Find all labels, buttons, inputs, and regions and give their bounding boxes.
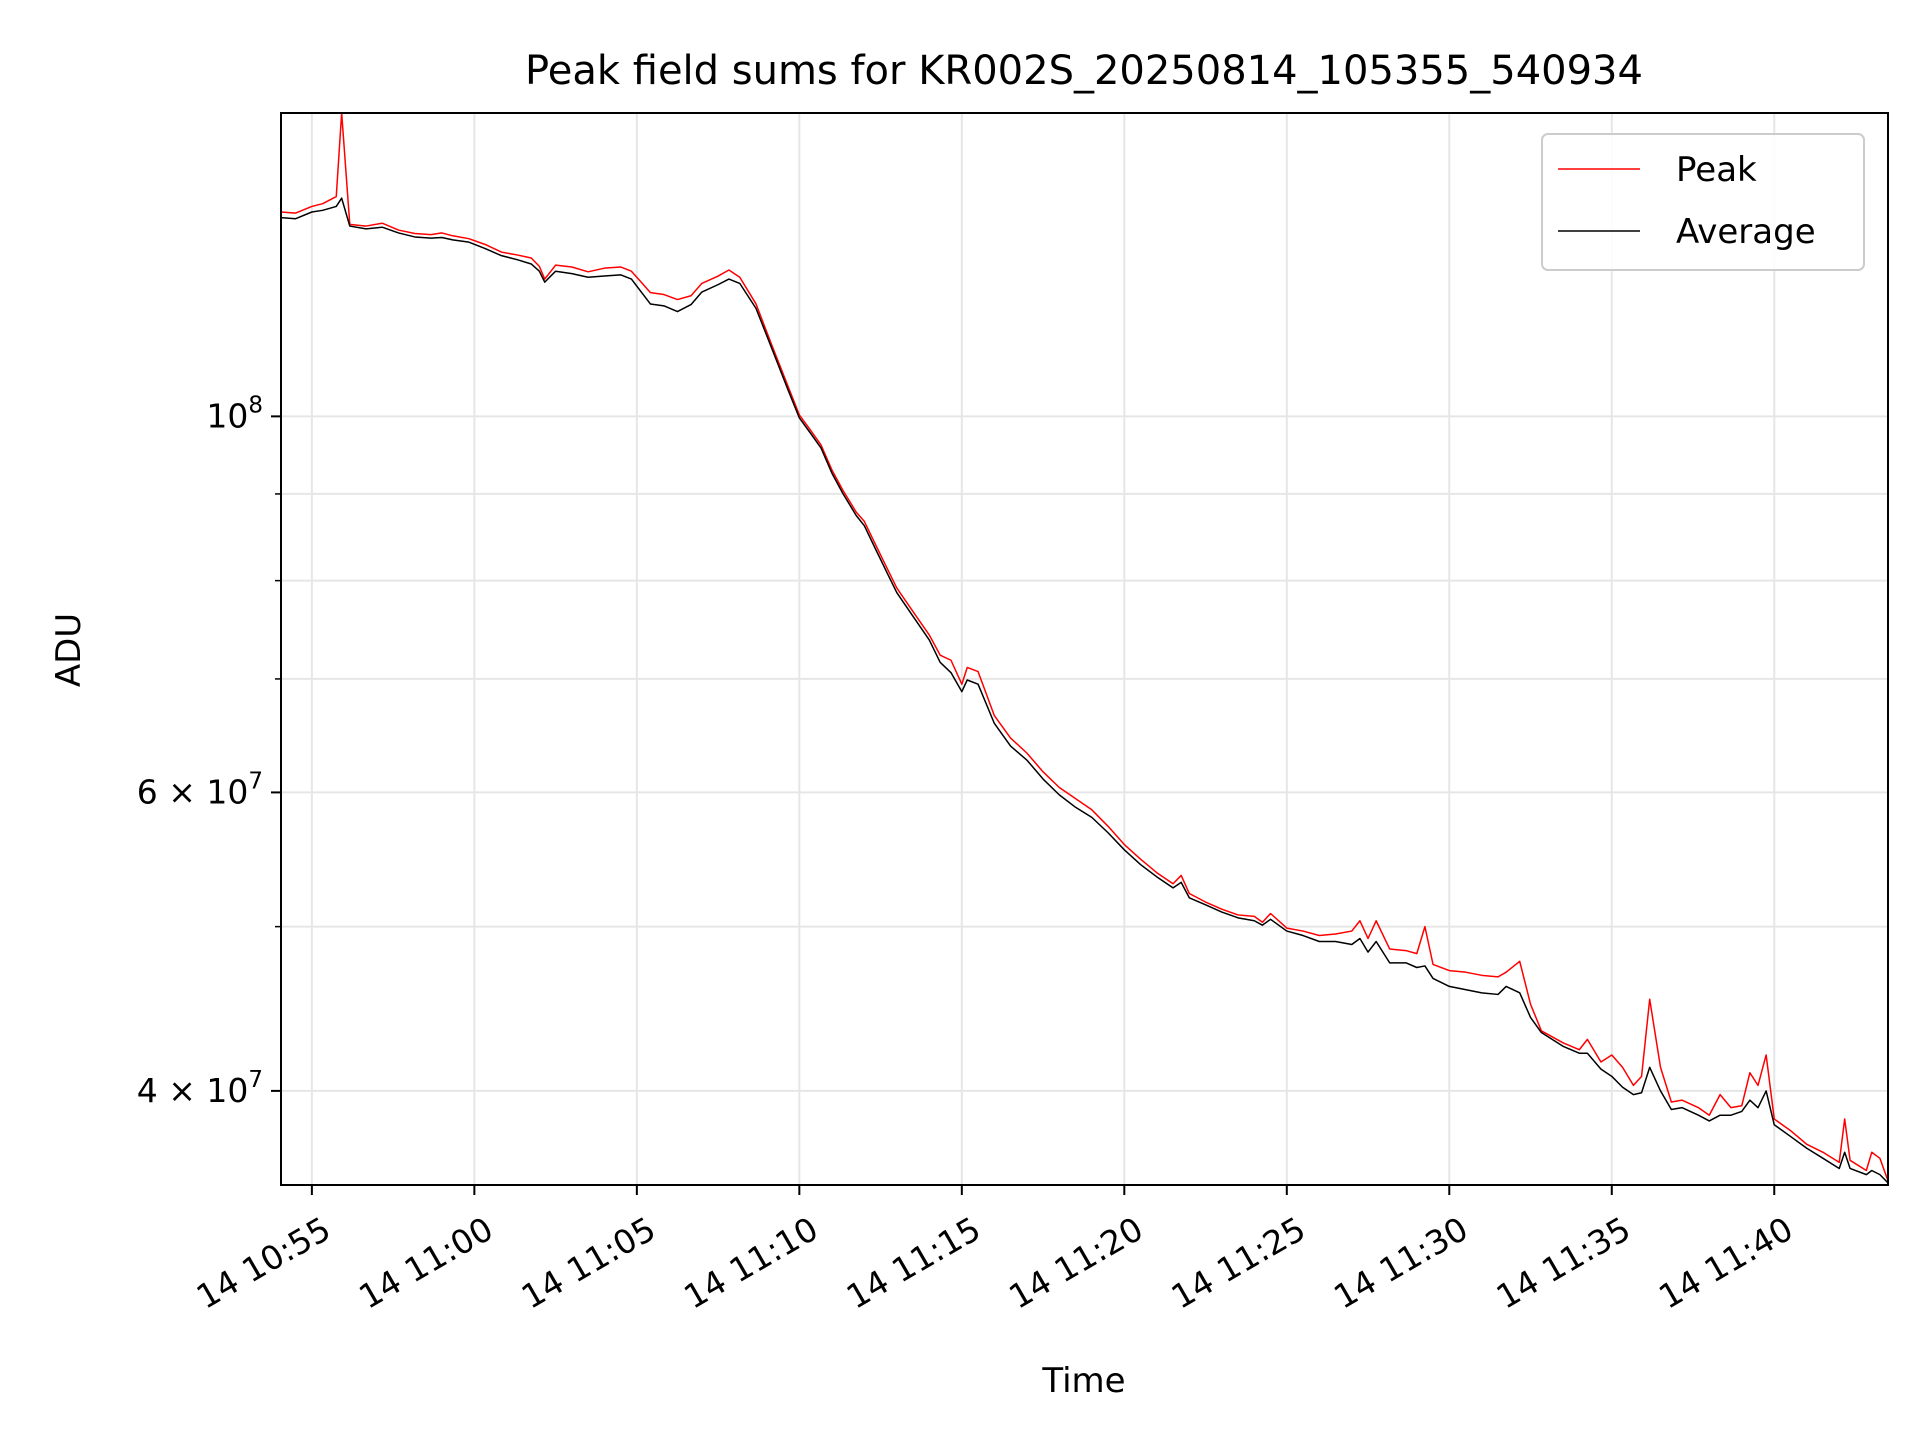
chart-title: Peak field sums for KR002S_20250814_1053…: [525, 48, 1643, 94]
legend-average-label: Average: [1676, 212, 1816, 252]
plot-frame: [280, 112, 1889, 1186]
y-tick-label: 108: [206, 392, 263, 435]
series-layer: [281, 113, 1888, 1184]
y-tick-label: 4 × 107: [137, 1067, 263, 1110]
grid-lines: [281, 113, 1888, 1185]
y-tick-label: 6 × 107: [137, 768, 263, 811]
legend: Peak Average: [1541, 133, 1865, 271]
x-axis-label: Time: [1041, 1361, 1125, 1401]
y-axis: 108 6 × 107 4 × 107: [137, 392, 281, 1110]
series-line-average: [281, 197, 1888, 1184]
legend-box: [1541, 133, 1865, 271]
series-line-peak: [281, 113, 1888, 1182]
legend-peak-label: Peak: [1676, 150, 1757, 190]
y-axis-label: ADU: [49, 613, 89, 687]
